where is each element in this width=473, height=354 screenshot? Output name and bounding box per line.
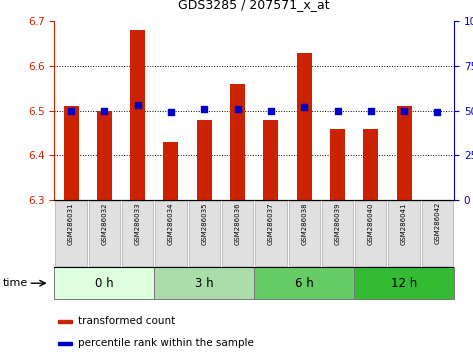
Bar xyxy=(354,267,454,299)
Bar xyxy=(355,201,386,266)
Bar xyxy=(422,201,453,266)
Bar xyxy=(197,120,212,200)
Text: GDS3285 / 207571_x_at: GDS3285 / 207571_x_at xyxy=(178,0,330,11)
Text: GSM286042: GSM286042 xyxy=(434,202,440,244)
Text: GSM286034: GSM286034 xyxy=(168,202,174,245)
Text: 0 h: 0 h xyxy=(95,277,114,290)
Bar xyxy=(363,129,378,200)
Bar xyxy=(155,201,187,266)
Bar xyxy=(255,201,287,266)
Point xyxy=(267,108,275,113)
Text: GSM286031: GSM286031 xyxy=(68,202,74,245)
Bar xyxy=(164,142,178,200)
Bar xyxy=(122,201,153,266)
Text: 6 h: 6 h xyxy=(295,277,314,290)
Point xyxy=(300,104,308,110)
Text: GSM286040: GSM286040 xyxy=(368,202,374,245)
Text: GSM286038: GSM286038 xyxy=(301,202,307,245)
Bar xyxy=(89,201,120,266)
Bar xyxy=(388,201,420,266)
Bar xyxy=(222,201,253,266)
Point xyxy=(400,108,408,113)
Point xyxy=(234,106,241,112)
Point xyxy=(367,108,375,113)
Bar xyxy=(254,267,354,299)
Bar xyxy=(289,201,320,266)
Text: 3 h: 3 h xyxy=(195,277,214,290)
Point xyxy=(101,108,108,113)
Bar xyxy=(322,201,353,266)
Bar xyxy=(54,267,154,299)
Bar xyxy=(230,84,245,200)
Text: GSM286041: GSM286041 xyxy=(401,202,407,245)
Text: GSM286039: GSM286039 xyxy=(334,202,341,245)
Point xyxy=(67,108,75,113)
Bar xyxy=(130,30,145,200)
Point xyxy=(167,110,175,115)
Text: GSM286035: GSM286035 xyxy=(201,202,207,245)
Text: percentile rank within the sample: percentile rank within the sample xyxy=(79,338,254,348)
Point xyxy=(334,108,342,113)
Bar xyxy=(97,110,112,200)
Bar xyxy=(55,201,87,266)
Bar xyxy=(330,129,345,200)
Text: 12 h: 12 h xyxy=(391,277,417,290)
Bar xyxy=(189,201,220,266)
Text: GSM286032: GSM286032 xyxy=(101,202,107,245)
Text: GSM286037: GSM286037 xyxy=(268,202,274,245)
Bar xyxy=(154,267,254,299)
Bar xyxy=(297,52,312,200)
Point xyxy=(434,110,441,115)
Bar xyxy=(263,120,279,200)
Bar xyxy=(63,106,79,200)
Point xyxy=(201,106,208,112)
Text: GSM286033: GSM286033 xyxy=(135,202,140,245)
Point xyxy=(134,102,141,108)
Text: GSM286036: GSM286036 xyxy=(235,202,241,245)
Text: time: time xyxy=(2,278,27,288)
Bar xyxy=(397,106,412,200)
Bar xyxy=(58,320,72,323)
Bar xyxy=(58,342,72,345)
Text: transformed count: transformed count xyxy=(79,316,175,326)
